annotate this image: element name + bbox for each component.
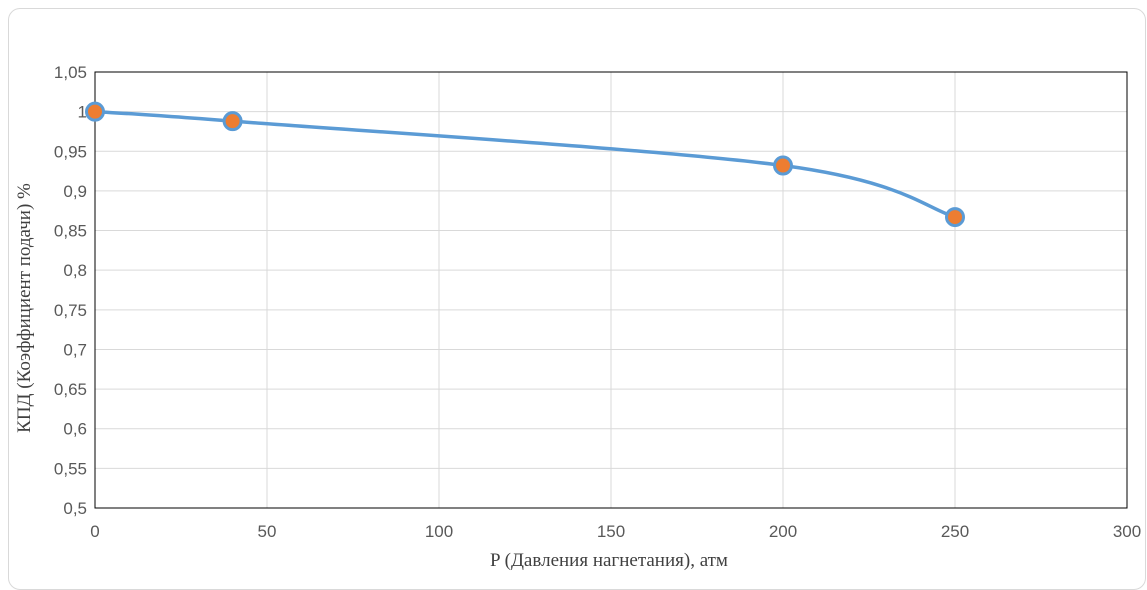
y-tick-label: 1 — [78, 103, 87, 122]
plot-area-border — [94, 71, 1128, 509]
data-point-marker — [945, 207, 965, 228]
y-tick-label: 0,7 — [63, 340, 87, 359]
x-tick-label: 200 — [769, 522, 797, 541]
y-tick-label: 0,8 — [63, 261, 87, 280]
marker-layer — [85, 101, 965, 228]
x-tick-label: 50 — [258, 522, 277, 541]
chart-canvas: 0,5 0,55 0,6 0,65 0,7 0,75 0,8 0,85 0,9 0,95 1 1,05… — [14, 63, 1141, 571]
x-tick-label: 100 — [425, 522, 453, 541]
x-tick-label: 150 — [597, 522, 625, 541]
tick-label-layer: 0,5 0,55 0,6 0,65 0,7 0,75 0,8 0,85 0,9 0,95 1 1,05… — [54, 63, 1141, 541]
y-axis-title: КПД (Коэффициент подачи) % — [14, 183, 35, 433]
y-tick-label: 0,95 — [54, 142, 87, 161]
y-tick-label: 0,85 — [54, 222, 87, 241]
y-tick-label: 0,65 — [54, 380, 87, 399]
data-point-marker — [222, 111, 243, 132]
x-axis-title: P (Давления нагнетания), атм — [490, 550, 728, 571]
y-tick-label: 0,9 — [63, 182, 87, 201]
x-tick-label: 0 — [90, 522, 99, 541]
data-point-marker — [85, 101, 105, 122]
grid-layer — [94, 71, 1128, 509]
y-tick-label: 0,75 — [54, 301, 87, 320]
x-tick-label: 250 — [941, 522, 969, 541]
series-line — [93, 109, 957, 219]
chart-frame — [8, 8, 1146, 590]
y-tick-label: 0,6 — [63, 420, 87, 439]
y-tick-label: 0,5 — [63, 499, 87, 518]
y-tick-label: 1,05 — [54, 63, 87, 82]
x-tick-label: 300 — [1113, 522, 1141, 541]
y-tick-label: 0,55 — [54, 459, 87, 478]
data-point-marker — [773, 155, 793, 176]
